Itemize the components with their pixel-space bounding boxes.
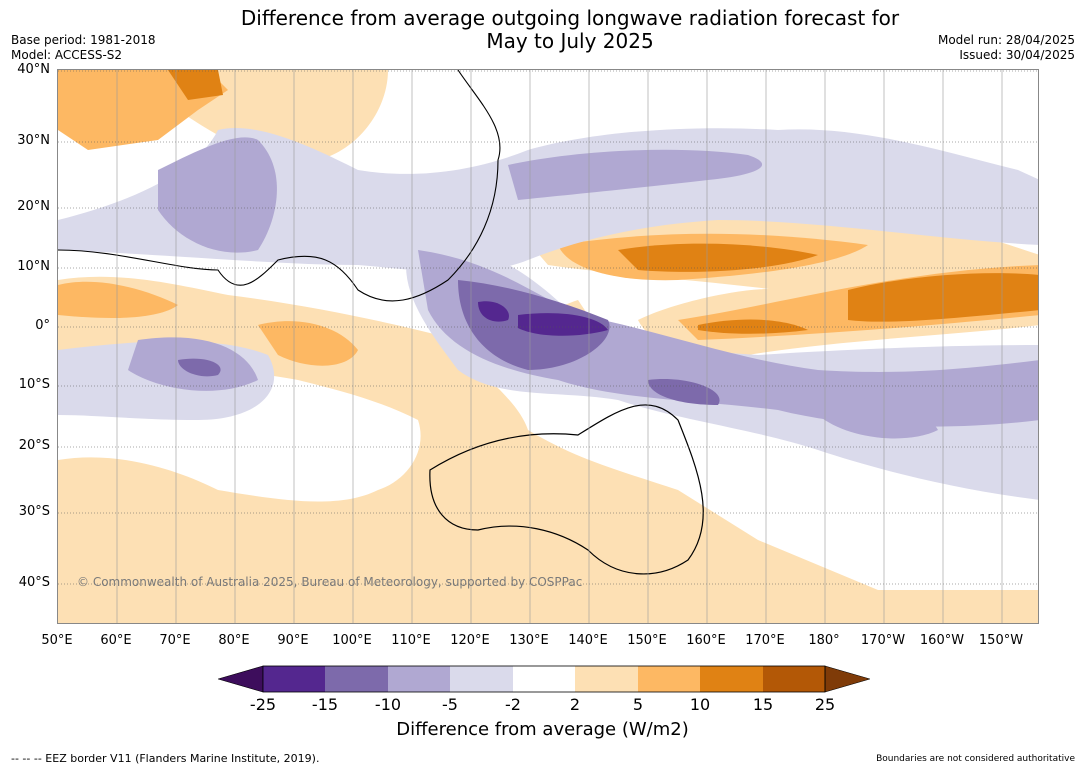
model-name: Model: ACCESS-S2: [11, 48, 123, 62]
lon-label-150w: 150°W: [978, 633, 1024, 648]
colorbar-swatch-5-10: [638, 666, 700, 692]
colorbar-tick-5: 5: [632, 695, 644, 714]
colorbar-tick--5: -5: [442, 695, 458, 714]
lat-label-20n: 20°N: [17, 199, 50, 214]
colorbar-tick-15: 15: [752, 695, 774, 714]
lat-label-30n: 30°N: [17, 133, 50, 148]
olr-anomaly-map: [58, 70, 1038, 623]
lon-label-160w: 160°W: [919, 633, 965, 648]
eez-border-note: -- -- -- EEZ border V11 (Flanders Marine…: [11, 752, 320, 765]
map-title-line1: Difference from average outgoing longwav…: [240, 6, 900, 30]
lat-label-40n: 40°N: [17, 62, 50, 77]
lon-label-60e: 60°E: [100, 633, 132, 648]
lon-label-150e: 150°E: [627, 633, 667, 648]
lon-label-180: 180°: [808, 633, 840, 648]
colorbar-swatch-10-5: [388, 666, 450, 692]
lat-label-40s: 40°S: [18, 575, 50, 590]
lon-label-100e: 100°E: [332, 633, 372, 648]
lon-label-170e: 170°E: [745, 633, 785, 648]
colorbar-tick--10: -10: [374, 695, 402, 714]
lon-label-110e: 110°E: [391, 633, 431, 648]
lon-label-90e: 90°E: [277, 633, 309, 648]
colorbar-tick--25: -25: [249, 695, 277, 714]
map-panel: [57, 69, 1039, 624]
colorbar-swatch-5-2: [450, 666, 513, 692]
colorbar-tick--2: -2: [505, 695, 521, 714]
colorbar-swatch-15-10: [325, 666, 388, 692]
lat-label-20s: 20°S: [18, 438, 50, 453]
colorbar-swatch-neutral: [513, 666, 575, 692]
colorbar-tick-10: 10: [689, 695, 711, 714]
lon-label-70e: 70°E: [159, 633, 191, 648]
colorbar-swatch-above-25: [824, 665, 870, 693]
lon-label-130e: 130°E: [509, 633, 549, 648]
issued-date: Issued: 30/04/2025: [959, 48, 1075, 62]
lon-label-170w: 170°W: [860, 633, 906, 648]
lat-label-10s: 10°S: [18, 377, 50, 392]
colorbar-tick--15: -15: [311, 695, 339, 714]
lon-label-120e: 120°E: [450, 633, 490, 648]
lon-label-160e: 160°E: [686, 633, 726, 648]
map-title-line2: May to July 2025: [486, 29, 654, 53]
boundary-disclaimer: Boundaries are not considered authoritat…: [876, 754, 1075, 764]
colorbar-swatch-2-5: [575, 666, 638, 692]
lon-label-80e: 80°E: [218, 633, 250, 648]
colorbar-swatch-10-15: [700, 666, 763, 692]
copyright-notice: © Commonwealth of Australia 2025, Bureau…: [77, 575, 583, 589]
lat-label-10n: 10°N: [17, 259, 50, 274]
colorbar-tick-2: 2: [569, 695, 581, 714]
colorbar: [218, 665, 870, 693]
colorbar-swatch-15-25: [763, 666, 825, 692]
colorbar-swatch-below-25: [218, 665, 264, 693]
model-run: Model run: 28/04/2025: [937, 33, 1075, 47]
colorbar-swatch-25-15: [263, 666, 325, 692]
lon-label-140e: 140°E: [568, 633, 608, 648]
lat-label-0: 0°: [35, 318, 50, 333]
base-period: Base period: 1981-2018: [11, 33, 156, 47]
colorbar-title: Difference from average (W/m2): [396, 719, 689, 740]
colorbar-tick-25: 25: [814, 695, 836, 714]
lon-label-50e: 50°E: [41, 633, 73, 648]
lat-label-30s: 30°S: [18, 504, 50, 519]
